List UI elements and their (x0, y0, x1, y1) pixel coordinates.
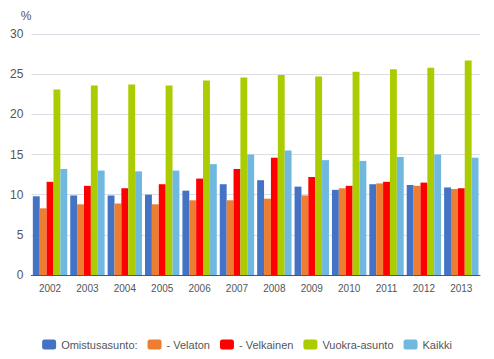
svg-text:10: 10 (10, 188, 24, 202)
svg-text:20: 20 (10, 107, 24, 121)
svg-text:0: 0 (17, 268, 24, 282)
svg-text:30: 30 (10, 27, 24, 41)
svg-text:2009: 2009 (301, 283, 324, 294)
svg-text:Omistusasunto:: Omistusasunto: (61, 339, 137, 351)
svg-text:2011: 2011 (376, 283, 398, 294)
svg-text:2005: 2005 (151, 283, 174, 294)
svg-text:Kaikki: Kaikki (423, 339, 452, 351)
svg-text:- Velkainen: - Velkainen (239, 339, 293, 351)
svg-text:Vuokra-asunto: Vuokra-asunto (322, 339, 393, 351)
svg-text:2006: 2006 (188, 283, 211, 294)
svg-text:2008: 2008 (263, 283, 286, 294)
svg-text:25: 25 (10, 67, 24, 81)
svg-text:2002: 2002 (39, 283, 62, 294)
svg-text:2012: 2012 (413, 283, 436, 294)
svg-text:2007: 2007 (226, 283, 249, 294)
svg-text:15: 15 (10, 148, 24, 162)
svg-text:2003: 2003 (76, 283, 99, 294)
svg-text:- Velaton: - Velaton (167, 339, 210, 351)
svg-text:%: % (21, 9, 32, 23)
svg-text:2010: 2010 (338, 283, 361, 294)
svg-text:2013: 2013 (450, 283, 473, 294)
svg-text:2004: 2004 (114, 283, 137, 294)
svg-text:5: 5 (17, 228, 24, 242)
